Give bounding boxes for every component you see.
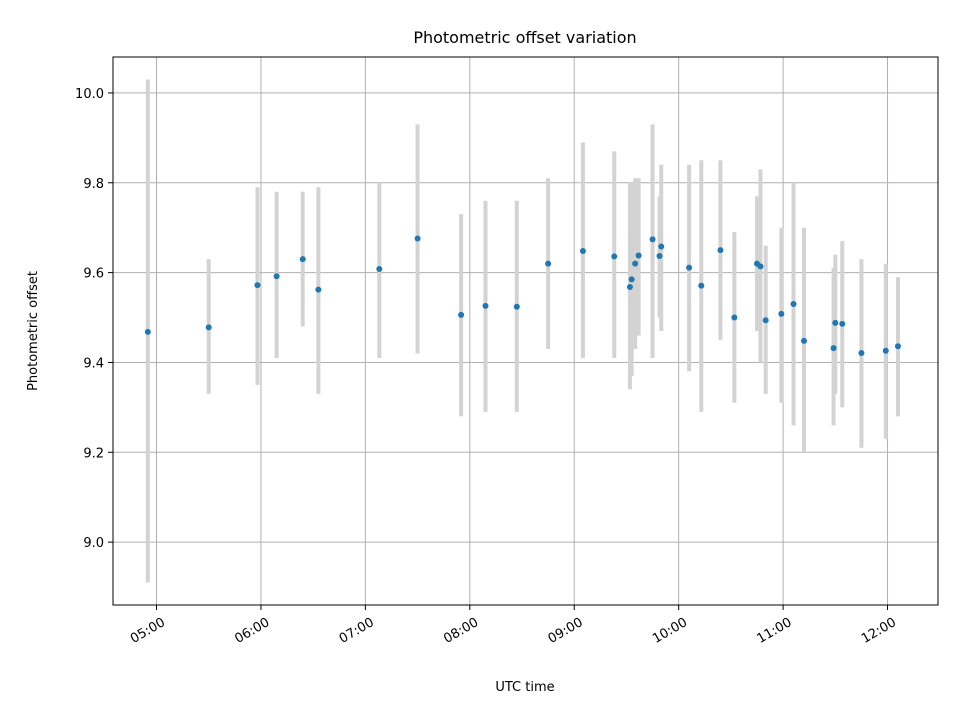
plot-frame <box>112 56 939 606</box>
data-point <box>513 303 520 310</box>
data-point <box>632 260 639 267</box>
data-point <box>545 260 552 267</box>
data-point <box>698 282 705 289</box>
data-point <box>839 320 846 327</box>
data-point <box>628 276 635 283</box>
data-point <box>254 282 261 289</box>
y-tick-label: 9.6 <box>83 267 104 282</box>
data-point <box>858 350 865 357</box>
data-point <box>658 243 665 250</box>
data-point <box>790 301 797 308</box>
data-point <box>686 264 693 271</box>
data-point <box>579 248 586 255</box>
y-tick-label: 9.4 <box>83 356 104 371</box>
data-point <box>299 256 306 263</box>
data-point <box>882 347 889 354</box>
data-point <box>414 235 421 242</box>
data-point <box>626 283 633 290</box>
data-point <box>144 328 151 335</box>
data-point <box>205 324 212 331</box>
y-tick-label: 10.0 <box>75 87 104 102</box>
data-point <box>611 253 618 260</box>
x-axis-label: UTC time <box>495 680 554 695</box>
data-point <box>376 266 383 273</box>
y-tick-label: 9.8 <box>83 177 104 192</box>
data-point <box>832 319 839 326</box>
y-tick-label: 9.2 <box>83 446 104 461</box>
data-point <box>731 314 738 321</box>
data-point <box>717 247 724 254</box>
y-tick-label: 9.0 <box>83 536 104 551</box>
data-point <box>762 317 769 324</box>
data-point <box>800 337 807 344</box>
data-point <box>757 263 764 270</box>
grid <box>113 57 938 605</box>
y-axis-label: Photometric offset <box>26 271 41 391</box>
chart-title: Photometric offset variation <box>413 28 636 47</box>
data-point <box>635 252 642 259</box>
data-point <box>778 310 785 317</box>
data-point <box>482 302 489 309</box>
data-point <box>894 343 901 350</box>
data-point <box>458 311 465 318</box>
data-points <box>144 235 901 357</box>
data-point <box>830 345 837 352</box>
data-point <box>649 236 656 243</box>
data-point <box>273 273 280 280</box>
data-point <box>656 252 663 259</box>
data-point <box>315 286 322 293</box>
